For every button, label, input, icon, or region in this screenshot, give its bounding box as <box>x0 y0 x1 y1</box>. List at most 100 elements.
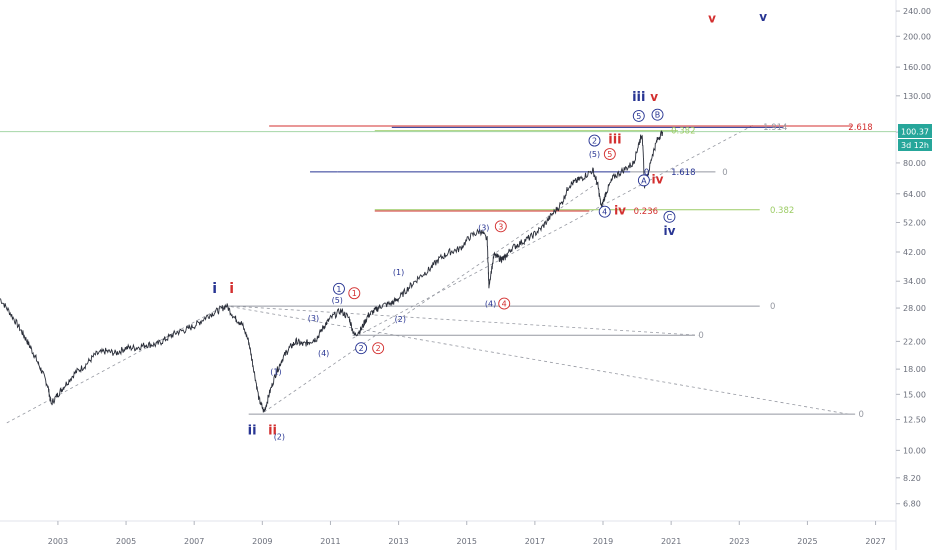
price-tick-label: 18.00 <box>903 365 926 374</box>
wave-label-13: 2 <box>355 342 368 355</box>
wave-label-24: iv <box>614 204 626 218</box>
wave-label-circle <box>494 220 507 233</box>
wave-label-circle <box>348 287 361 300</box>
wave-label-circle <box>598 205 611 218</box>
wave-label-19: 2 <box>588 134 601 147</box>
wave-label-circle <box>637 174 650 187</box>
wave-label-text: (3) <box>308 314 319 323</box>
wave-label-text: 5 <box>607 150 612 159</box>
wave-label-27: v <box>650 90 658 104</box>
time-tick-label: 2017 <box>525 537 545 546</box>
wave-label-28: B <box>651 108 664 121</box>
time-tick-label: 2025 <box>797 537 817 546</box>
wave-label-6: (3) <box>308 314 319 323</box>
wave-label-15: (3) <box>478 224 489 233</box>
wave-label-text: ii <box>268 424 277 439</box>
level-label-6: 0.382 <box>770 206 794 216</box>
wave-label-text: 4 <box>602 208 607 217</box>
wave-label-14: 2 <box>372 342 385 355</box>
level-label-1: 0 <box>770 302 775 312</box>
wave-label-10: (5) <box>332 296 343 305</box>
wave-label-text: C <box>667 213 673 222</box>
wave-label-text: (2) <box>274 433 285 442</box>
wave-label-text: B <box>655 111 661 120</box>
wave-label-5: (1) <box>270 368 281 377</box>
wave-label-circle <box>603 148 616 160</box>
time-tick-label: 2021 <box>661 537 681 546</box>
price-tick-label: 34.00 <box>903 277 926 286</box>
time-tick-label: 2027 <box>865 537 885 546</box>
wave-label-text: iii <box>632 90 645 105</box>
wave-label-33: v <box>708 11 716 25</box>
time-tick-label: 2013 <box>388 537 408 546</box>
drawing-lines-layer <box>0 124 896 424</box>
wave-label-text: (4) <box>318 349 329 358</box>
price-tick-label: 8.20 <box>903 474 921 483</box>
wave-label-circle <box>632 109 645 122</box>
wave-label-25: 5 <box>632 109 645 122</box>
time-tick-label: 2019 <box>593 537 613 546</box>
price-tick-label: 160.00 <box>903 63 931 72</box>
price-tick-label: 42.00 <box>903 248 926 257</box>
wave-label-circle <box>355 342 368 355</box>
price-tick-label: 240.00 <box>903 7 931 16</box>
wave-label-circle <box>372 342 385 355</box>
price-tick-label: 10.00 <box>903 446 926 455</box>
wave-label-text: iv <box>614 204 626 218</box>
level-labels-layer: 0 0 0 0 1.618 0 0.382 0.236 0.382 1.914 2.618 <box>634 123 873 420</box>
wave-label-circle <box>588 134 601 147</box>
wave-label-text: 3 <box>498 222 503 231</box>
wave-label-text: (5) <box>332 296 343 305</box>
wave-label-circle <box>498 297 511 310</box>
wave-label-16: 3 <box>494 220 507 233</box>
price-tick-label: 64.00 <box>903 190 926 199</box>
wave-label-12: (2) <box>395 315 406 324</box>
time-axis[interactable]: 2003 2005 2007 2009 2011 2013 2015 2017 2019 2021… <box>48 521 886 546</box>
wave-label-20: iii <box>608 133 621 148</box>
wave-label-text: 5 <box>636 112 641 121</box>
level-label-10: 2.618 <box>848 123 872 133</box>
drawing-line-3 <box>263 181 600 413</box>
last-price-label: 100.37 <box>901 128 929 137</box>
time-tick-label: 2003 <box>48 537 68 546</box>
wave-label-text: iii <box>608 133 621 148</box>
wave-label-29: A <box>637 174 650 187</box>
level-label-9: 1.914 <box>763 123 787 133</box>
time-tick-label: 2005 <box>116 537 136 546</box>
wave-label-text: (5) <box>589 150 600 159</box>
price-tick-label: 130.00 <box>903 92 931 101</box>
price-tick-label: 28.00 <box>903 304 926 313</box>
wave-label-23: 4 <box>598 205 611 218</box>
time-tick-label: 2015 <box>457 537 477 546</box>
price-tick-label: 200.00 <box>903 32 931 41</box>
wave-label-text: v <box>759 10 767 24</box>
wave-label-text: (1) <box>393 268 404 277</box>
price-series-layer <box>0 130 664 413</box>
last-price-label-bg <box>898 124 932 138</box>
wave-label-2: ii <box>248 424 257 439</box>
wave-label-text: 2 <box>592 137 597 146</box>
drawing-line-0 <box>6 305 226 424</box>
wave-label-text: v <box>708 11 716 25</box>
wave-label-3: ii <box>268 424 277 439</box>
wave-label-31: C <box>663 210 676 223</box>
wave-label-text: v <box>650 90 658 104</box>
wave-label-30: iv <box>652 172 664 186</box>
wave-label-text: 2 <box>376 344 381 353</box>
time-tick-label: 2023 <box>729 537 749 546</box>
wave-label-circle <box>663 210 676 223</box>
wave-label-text: 2 <box>359 344 364 353</box>
time-tick-label: 2009 <box>252 537 272 546</box>
level-label-7: 0.236 <box>634 207 658 217</box>
wave-label-circle <box>333 282 345 295</box>
wave-label-26: iii <box>632 90 645 105</box>
wave-label-text: (2) <box>395 315 406 324</box>
wave-label-circle <box>651 108 664 121</box>
wave-label-11: (1) <box>393 268 404 277</box>
wave-label-text: iv <box>652 172 664 186</box>
time-tick-label: 2011 <box>320 537 340 546</box>
wave-label-7: (4) <box>318 349 329 358</box>
level-label-0: 0 <box>859 410 864 420</box>
